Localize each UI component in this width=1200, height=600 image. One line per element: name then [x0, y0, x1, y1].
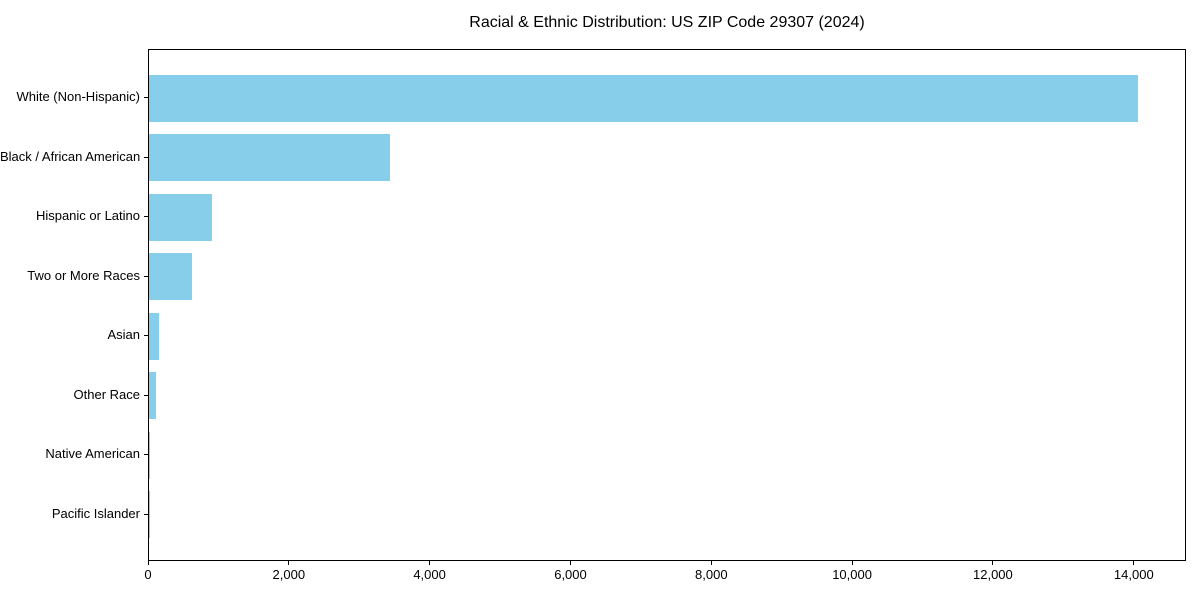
x-tick-mark: [570, 561, 571, 565]
x-tick-label-12000: 12,000: [973, 567, 1013, 582]
bar-white-non-hispanic: [149, 74, 1138, 122]
bar-pacific-islander: [149, 491, 150, 538]
y-tick-mark: [144, 335, 148, 336]
bar-other-race: [149, 372, 156, 419]
x-tick-mark: [429, 561, 431, 565]
x-tick-label-14000: 14,000: [1113, 567, 1154, 582]
y-tick-label-other-race: Other Race: [73, 386, 140, 402]
y-tick-mark: [144, 454, 148, 455]
y-tick-label-pacific-islander: Pacific Islander: [51, 505, 140, 521]
y-tick-label-two-or-more-races: Two or More Races: [27, 267, 140, 283]
plot-area: [148, 49, 1186, 561]
y-tick-mark: [144, 97, 148, 98]
y-tick-label-black-african-american: Black / African American: [0, 148, 141, 164]
x-tick-mark: [851, 561, 853, 565]
chart-title: Racial & Ethnic Distribution: US ZIP Cod…: [469, 14, 865, 31]
y-tick-label-hispanic-or-latino: Hispanic or Latino: [35, 208, 140, 223]
y-tick-mark: [144, 156, 148, 158]
x-tick-mark: [992, 561, 994, 565]
y-tick-mark: [144, 394, 148, 396]
y-tick-mark: [144, 216, 148, 217]
y-tick-label-native-american: Native American: [45, 446, 140, 461]
x-tick-mark: [288, 561, 290, 565]
y-tick-label-asian: Asian: [107, 327, 140, 342]
x-tick-mark: [147, 561, 149, 565]
bar-hispanic-or-latino: [149, 193, 213, 241]
bar-black-african-american: [149, 134, 390, 181]
x-tick-label-10000: 10,000: [832, 567, 872, 582]
x-tick-label-6000: 6,000: [554, 567, 587, 582]
x-tick-mark: [710, 561, 712, 565]
bar-two-or-more-races: [149, 253, 192, 300]
x-tick-label-2000: 2,000: [272, 567, 306, 582]
x-tick-label-4000: 4,000: [413, 567, 446, 582]
y-tick-mark: [144, 513, 148, 515]
x-tick-label-8000: 8,000: [695, 567, 728, 582]
x-tick-mark: [1133, 561, 1135, 565]
y-tick-mark: [144, 275, 148, 277]
bar-native-american: [149, 431, 151, 479]
x-tick-label-0: 0: [144, 567, 152, 582]
y-tick-label-white-non-hispanic: White (Non-Hispanic): [16, 89, 140, 104]
bar-asian: [149, 312, 160, 360]
